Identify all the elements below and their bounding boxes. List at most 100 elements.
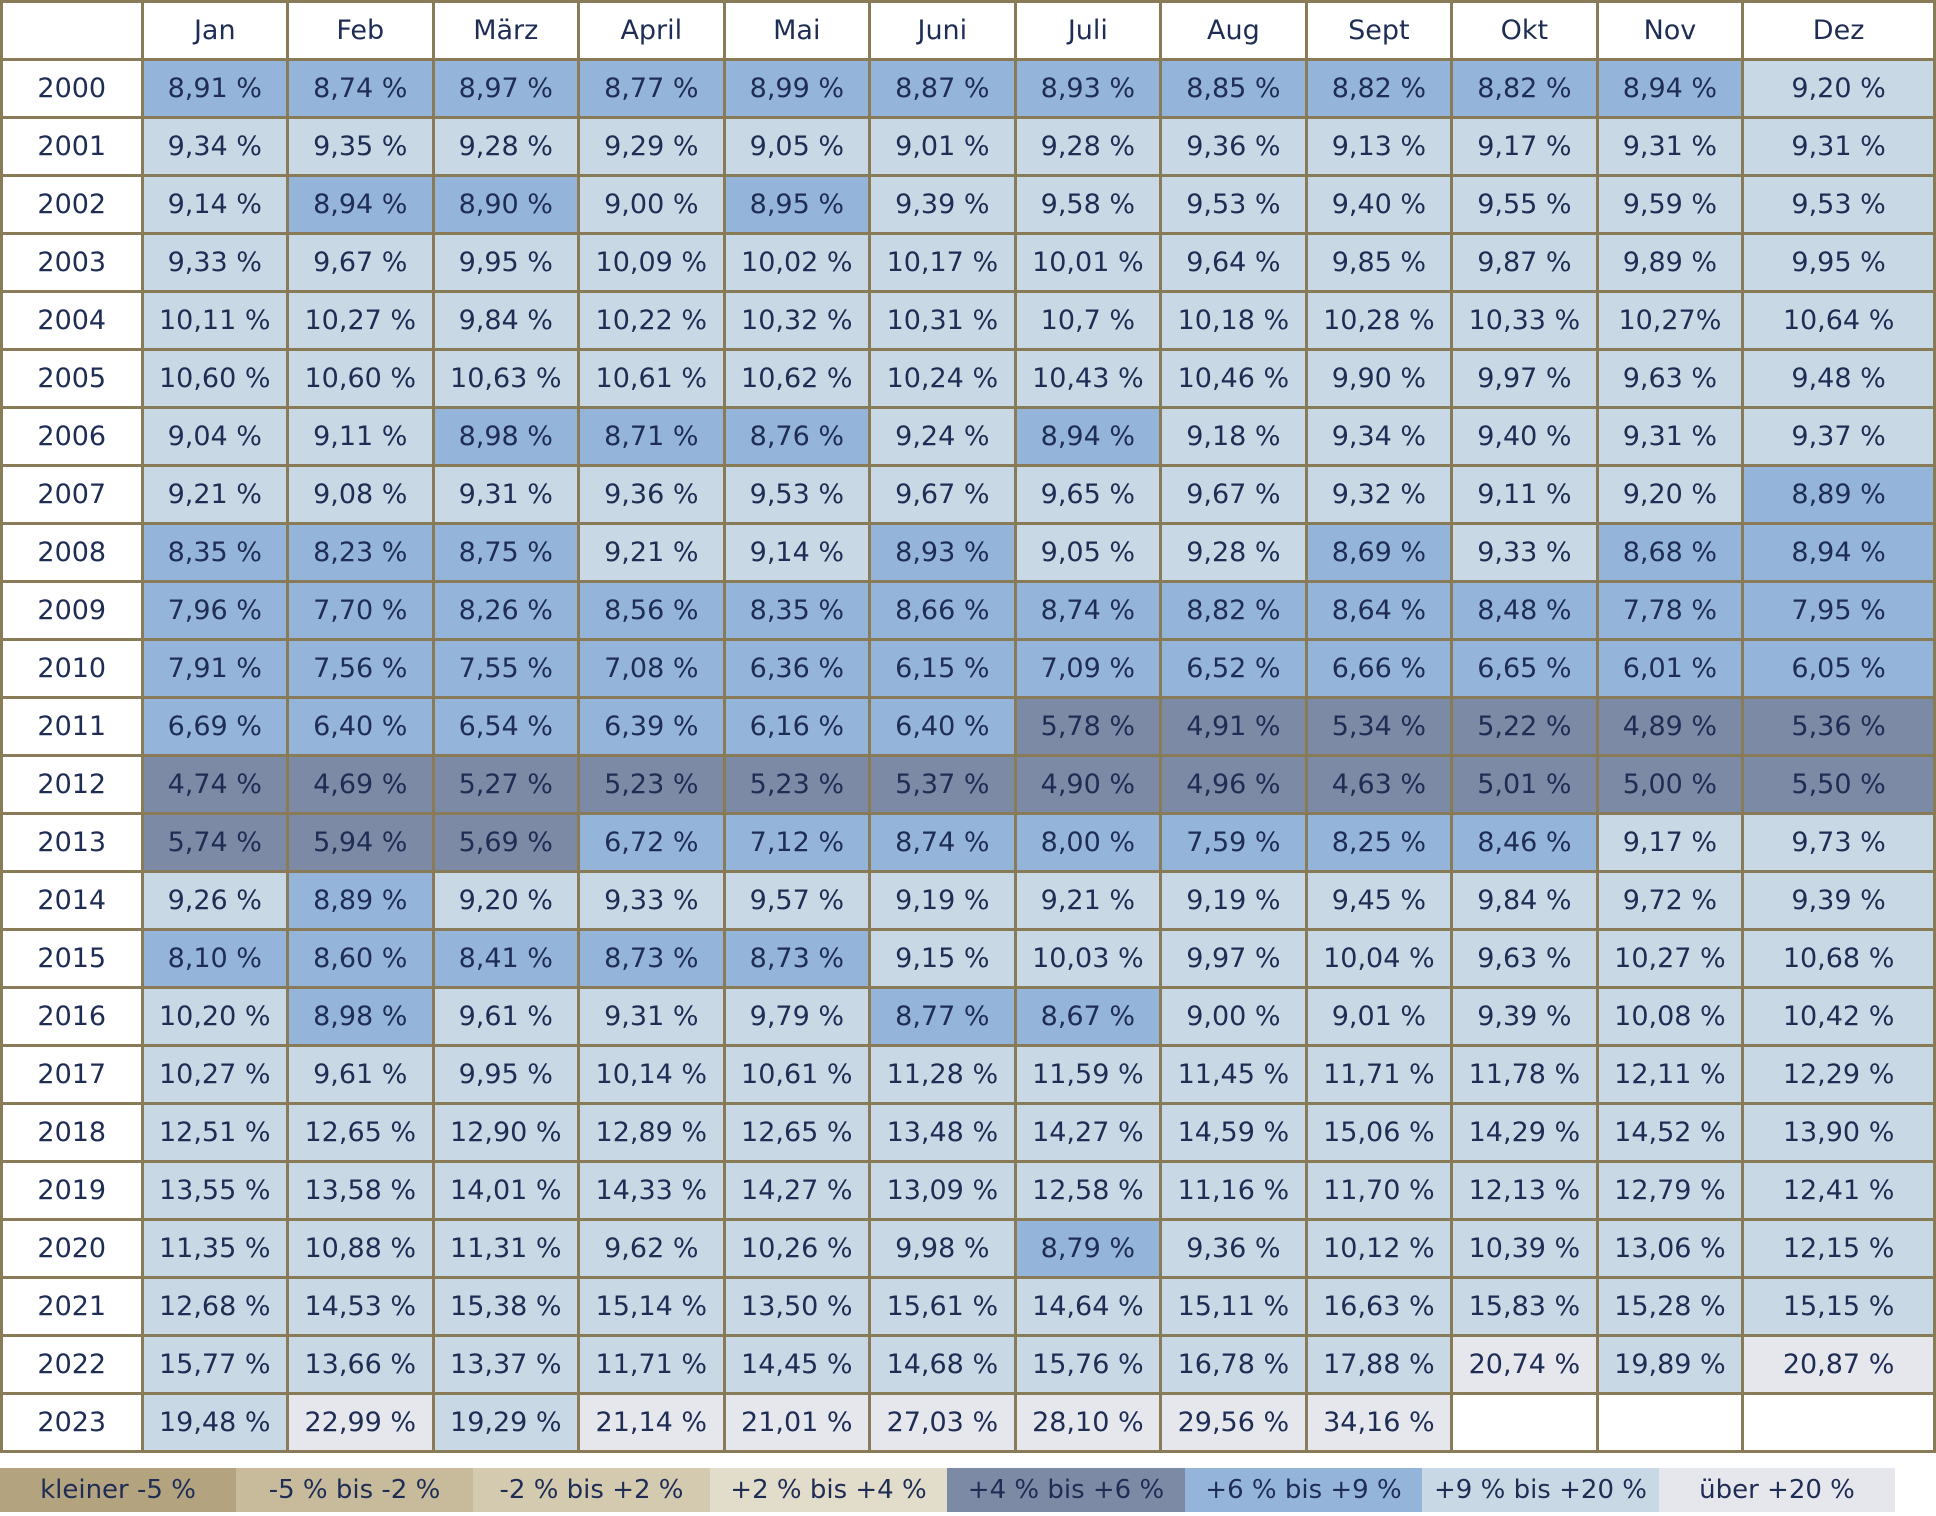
heatmap-cell: 9,95 % xyxy=(431,232,581,293)
heatmap-cell: 10,08 % xyxy=(1595,986,1745,1047)
heatmap-cell: 10,39 % xyxy=(1450,1218,1599,1279)
row-header-year: 2000 xyxy=(0,58,144,119)
heatmap-cell: 8,25 % xyxy=(1304,812,1454,873)
heatmap-cell: 7,96 % xyxy=(140,580,290,641)
legend-item: +9 % bis +20 % xyxy=(1422,1468,1659,1512)
heatmap-cell: 9,53 % xyxy=(722,464,872,525)
legend-item: -5 % bis -2 % xyxy=(236,1468,473,1512)
heatmap-cell: 9,31 % xyxy=(1595,406,1745,467)
heatmap-cell: 9,15 % xyxy=(868,928,1017,989)
heatmap-cell: 9,28 % xyxy=(431,116,581,177)
heatmap-cell: 9,97 % xyxy=(1159,928,1308,989)
heatmap-cell: 10,31 % xyxy=(868,290,1017,351)
heatmap-cell: 5,22 % xyxy=(1450,696,1599,757)
heatmap-cell: 13,55 % xyxy=(140,1160,290,1221)
heatmap-cell: 8,79 % xyxy=(1013,1218,1163,1279)
heatmap-cell: 9,18 % xyxy=(1159,406,1308,467)
heatmap-cell: 9,05 % xyxy=(1013,522,1163,583)
heatmap-cell: 9,28 % xyxy=(1159,522,1308,583)
heatmap-cell: 8,71 % xyxy=(577,406,726,467)
heatmap-cell: 10,11 % xyxy=(140,290,290,351)
heatmap-cell: 9,61 % xyxy=(286,1044,435,1105)
heatmap-cell: 8,94 % xyxy=(1595,58,1745,119)
heatmap-cell: 9,21 % xyxy=(140,464,290,525)
heatmap-cell: 15,76 % xyxy=(1013,1334,1163,1395)
table-row: 2023 19,48 % 22,99 % 19,29 % 21,14 % 21,01 % 2… xyxy=(0,1392,1936,1453)
heatmap-cell: 13,06 % xyxy=(1595,1218,1745,1279)
heatmap-cell: 4,91 % xyxy=(1159,696,1308,757)
legend-item: +4 % bis +6 % xyxy=(947,1468,1185,1512)
heatmap-cell: 10,63 % xyxy=(431,348,581,409)
heatmap-cell: 5,34 % xyxy=(1304,696,1454,757)
row-header-year: 2003 xyxy=(0,232,144,293)
heatmap-cell: 8,97 % xyxy=(431,58,581,119)
heatmap-cell: 7,91 % xyxy=(140,638,290,699)
heatmap-cell: 5,23 % xyxy=(722,754,872,815)
heatmap-cell: 12,65 % xyxy=(722,1102,872,1163)
heatmap-cell: 11,71 % xyxy=(1304,1044,1454,1105)
heatmap-cell: 9,19 % xyxy=(868,870,1017,931)
heatmap-cell: 5,01 % xyxy=(1450,754,1599,815)
heatmap-cell: 8,41 % xyxy=(431,928,581,989)
heatmap-cell: 8,68 % xyxy=(1595,522,1745,583)
row-header-year: 2015 xyxy=(0,928,144,989)
heatmap-cell: 9,26 % xyxy=(140,870,290,931)
heatmap-cell: 12,68 % xyxy=(140,1276,290,1337)
heatmap-cell: 9,31 % xyxy=(1595,116,1745,177)
heatmap-cell: 29,56 % xyxy=(1159,1392,1308,1453)
heatmap-cell: 13,58 % xyxy=(286,1160,435,1221)
heatmap-cell: 7,70 % xyxy=(286,580,435,641)
heatmap-cell: 12,79 % xyxy=(1595,1160,1745,1221)
heatmap-cell: 9,00 % xyxy=(1159,986,1308,1047)
heatmap-cell: 11,35 % xyxy=(140,1218,290,1279)
heatmap-cell: 15,28 % xyxy=(1595,1276,1745,1337)
heatmap-cell: 14,52 % xyxy=(1595,1102,1745,1163)
heatmap-cell: 9,01 % xyxy=(868,116,1017,177)
heatmap-cell: 15,15 % xyxy=(1741,1276,1936,1337)
heatmap-cell: 9,65 % xyxy=(1013,464,1163,525)
heatmap-cell: 20,87 % xyxy=(1741,1334,1936,1395)
heatmap-cell: 8,98 % xyxy=(286,986,435,1047)
heatmap-cell: 9,37 % xyxy=(1741,406,1936,467)
table-row: 2017 10,27 % 9,61 % 9,95 % 10,14 % 10,61 % 11,… xyxy=(0,1044,1936,1105)
heatmap-cell: 9,72 % xyxy=(1595,870,1745,931)
heatmap-cell: 4,96 % xyxy=(1159,754,1308,815)
heatmap-cell: 8,93 % xyxy=(868,522,1017,583)
table-row: 2011 6,69 % 6,40 % 6,54 % 6,39 % 6,16 % 6,40 %… xyxy=(0,696,1936,757)
heatmap-cell: 6,36 % xyxy=(722,638,872,699)
heatmap-cell: 10,22 % xyxy=(577,290,726,351)
heatmap-cell: 10,20 % xyxy=(140,986,290,1047)
column-header-juni: Juni xyxy=(868,0,1017,61)
heatmap-cell: 5,74 % xyxy=(140,812,290,873)
heatmap-cell: 14,29 % xyxy=(1450,1102,1599,1163)
heatmap-cell: 6,39 % xyxy=(577,696,726,757)
heatmap-cell: 8,26 % xyxy=(431,580,581,641)
heatmap-cell: 8,82 % xyxy=(1159,580,1308,641)
heatmap-cell: 15,38 % xyxy=(431,1276,581,1337)
heatmap-cell: 10,26 % xyxy=(722,1218,872,1279)
table-row: 2009 7,96 % 7,70 % 8,26 % 8,56 % 8,35 % 8,66 %… xyxy=(0,580,1936,641)
heatmap-cell: 8,91 % xyxy=(140,58,290,119)
heatmap-cell: 9,29 % xyxy=(577,116,726,177)
heatmap-cell: 6,54 % xyxy=(431,696,581,757)
heatmap-cell: 10,27% xyxy=(1595,290,1745,351)
heatmap-cell: 10,12 % xyxy=(1304,1218,1454,1279)
heatmap-cell: 8,77 % xyxy=(577,58,726,119)
heatmap-cell: 8,87 % xyxy=(868,58,1017,119)
heatmap-cell: 9,62 % xyxy=(577,1218,726,1279)
heatmap-cell: 20,74 % xyxy=(1450,1334,1599,1395)
heatmap-cell: 7,59 % xyxy=(1159,812,1308,873)
heatmap-cell: 12,15 % xyxy=(1741,1218,1936,1279)
row-header-year: 2021 xyxy=(0,1276,144,1337)
legend-item: kleiner -5 % xyxy=(0,1468,236,1512)
row-header-year: 2008 xyxy=(0,522,144,583)
heatmap-cell: 11,31 % xyxy=(431,1218,581,1279)
heatmap-cell: 17,88 % xyxy=(1304,1334,1454,1395)
heatmap-cell: 6,40 % xyxy=(286,696,435,757)
row-header-year: 2004 xyxy=(0,290,144,351)
heatmap-cell: 4,74 % xyxy=(140,754,290,815)
heatmap-cell: 8,94 % xyxy=(286,174,435,235)
heatmap-cell: 9,36 % xyxy=(1159,1218,1308,1279)
heatmap-cell: 8,90 % xyxy=(431,174,581,235)
heatmap-cell: 13,37 % xyxy=(431,1334,581,1395)
